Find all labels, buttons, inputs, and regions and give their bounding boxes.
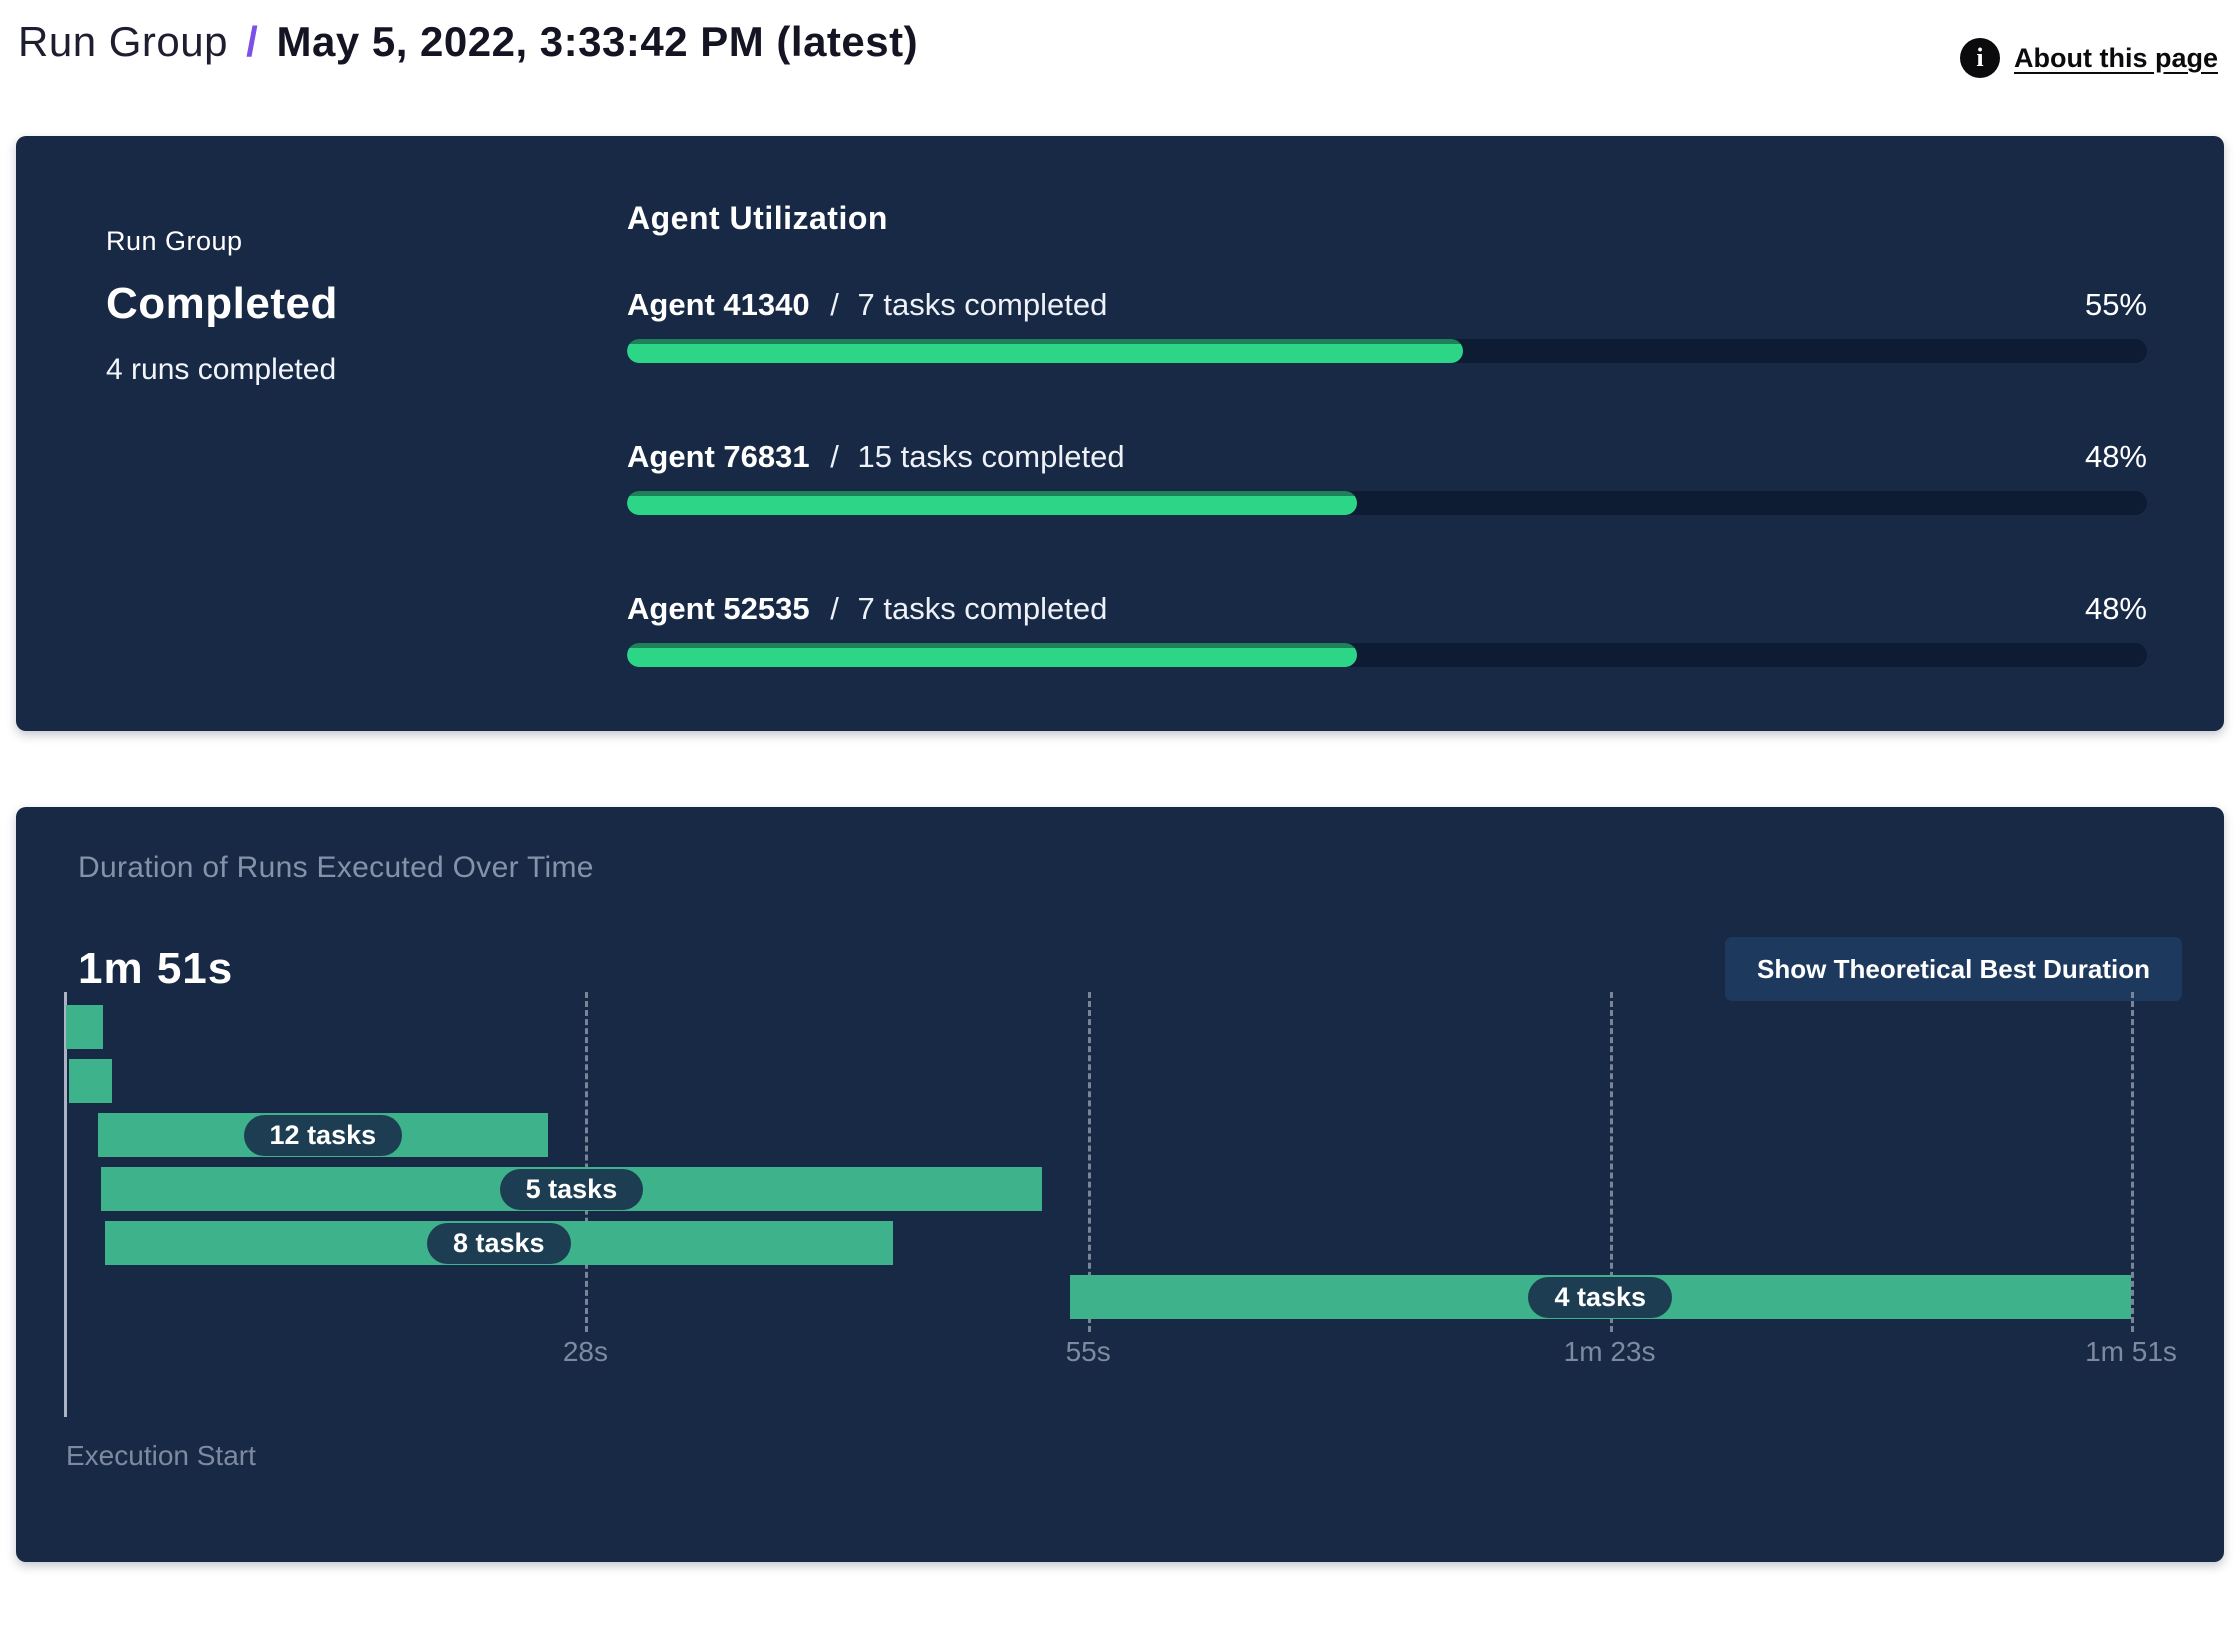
run-duration-bar[interactable]: 8 tasks [104,1221,893,1265]
agent-tasks-completed: 7 tasks completed [857,287,1108,322]
task-count-badge: 12 tasks [243,1114,403,1156]
agent-tasks-completed: 15 tasks completed [857,439,1125,474]
about-this-page-link[interactable]: i About this page [1960,38,2218,78]
agent-name: Agent 76831 [627,439,810,474]
runs-completed-count: 4 runs completed [106,353,337,386]
agent-tasks-completed: 7 tasks completed [857,591,1108,626]
agent-utilization-row: Agent 41340 / 7 tasks completed 55% [627,287,2147,363]
duration-chart-title: Duration of Runs Executed Over Time [78,851,594,884]
gridline-1m51s [2131,992,2134,1332]
page-header: Run Group / May 5, 2022, 3:33:42 PM (lat… [0,0,2240,136]
utilization-bar-track [627,491,2147,515]
agent-utilization-row: Agent 76831 / 15 tasks completed 48% [627,439,2147,515]
duration-header: Duration of Runs Executed Over Time 1m 5… [16,851,2224,1001]
show-theoretical-best-duration-button[interactable]: Show Theoretical Best Duration [1725,937,2182,1001]
utilization-bar-fill [627,643,1357,667]
task-count-badge: 4 tasks [1528,1276,1673,1318]
breadcrumb-separator: / [246,18,259,65]
run-group-status: Completed [106,279,338,328]
run-duration-bar[interactable] [65,1005,104,1049]
task-count-badge: 5 tasks [499,1168,644,1210]
agent-utilization-title: Agent Utilization [627,200,888,236]
breadcrumb: Run Group / May 5, 2022, 3:33:42 PM (lat… [18,14,918,66]
gantt-gridlines [64,992,2134,1332]
breadcrumb-run-group[interactable]: Run Group [18,18,228,65]
run-group-summary-panel: Run Group Completed 4 runs completed Age… [16,136,2224,731]
run-group-status-block: Run Group Completed 4 runs completed [90,200,627,731]
gridline-55s [1088,992,1092,1332]
gridline-1m23s [1609,992,1613,1332]
run-duration-bar[interactable]: 12 tasks [97,1113,549,1157]
tick-label: 1m 51s [2085,1336,2177,1367]
agent-line: Agent 41340 / 7 tasks completed 55% [627,287,2147,323]
execution-start-axis-line [64,992,67,1417]
tick-label: 1m 23s [1563,1336,1656,1367]
run-duration-bar[interactable]: 4 tasks [1069,1275,2131,1319]
agent-line: Agent 76831 / 15 tasks completed 48% [627,439,2147,475]
run-duration-bar[interactable] [68,1059,113,1103]
agent-utilization-percent: 48% [2084,439,2147,474]
page-title: May 5, 2022, 3:33:42 PM (latest) [276,18,919,65]
agent-separator: / [821,591,848,626]
task-count-badge: 8 tasks [427,1222,571,1264]
gridline-28s [585,992,589,1332]
utilization-bar-fill [627,491,1357,515]
execution-start-label: Execution Start [66,1440,256,1471]
agent-label: Agent 41340 / 7 tasks completed [627,287,1107,323]
utilization-bar-track [627,643,2147,667]
run-group-label: Run Group [106,226,243,256]
run-duration-bar[interactable]: 5 tasks [101,1167,1042,1211]
agent-label: Agent 52535 / 7 tasks completed [627,591,1107,627]
agent-name: Agent 52535 [627,591,810,626]
agent-utilization-percent: 55% [2084,287,2147,322]
agent-utilization-row: Agent 52535 / 7 tasks completed 48% [627,591,2147,667]
agents-list: Agent 41340 / 7 tasks completed 55% Agen… [627,287,2147,667]
agent-line: Agent 52535 / 7 tasks completed 48% [627,591,2147,627]
agent-label: Agent 76831 / 15 tasks completed [627,439,1125,475]
gantt-chart: 12 tasks 5 tasks 8 tasks 4 tasks 28s 55s 1m 2… [64,992,2177,1492]
total-duration-value: 1m 51s [78,944,234,993]
agent-separator: / [821,439,848,474]
tick-label: 28s [562,1336,608,1367]
agent-name: Agent 41340 [627,287,810,322]
agent-utilization-section: Agent Utilization Agent 41340 / 7 tasks … [627,200,2147,731]
about-link-label: About this page [2014,42,2218,73]
utilization-bar-track [627,339,2147,363]
utilization-bar-fill [627,339,1463,363]
info-icon: i [1960,38,2000,78]
agent-utilization-percent: 48% [2084,591,2147,626]
agent-separator: / [821,287,848,322]
duration-panel: Duration of Runs Executed Over Time 1m 5… [16,807,2224,1562]
tick-label: 55s [1065,1336,1111,1367]
